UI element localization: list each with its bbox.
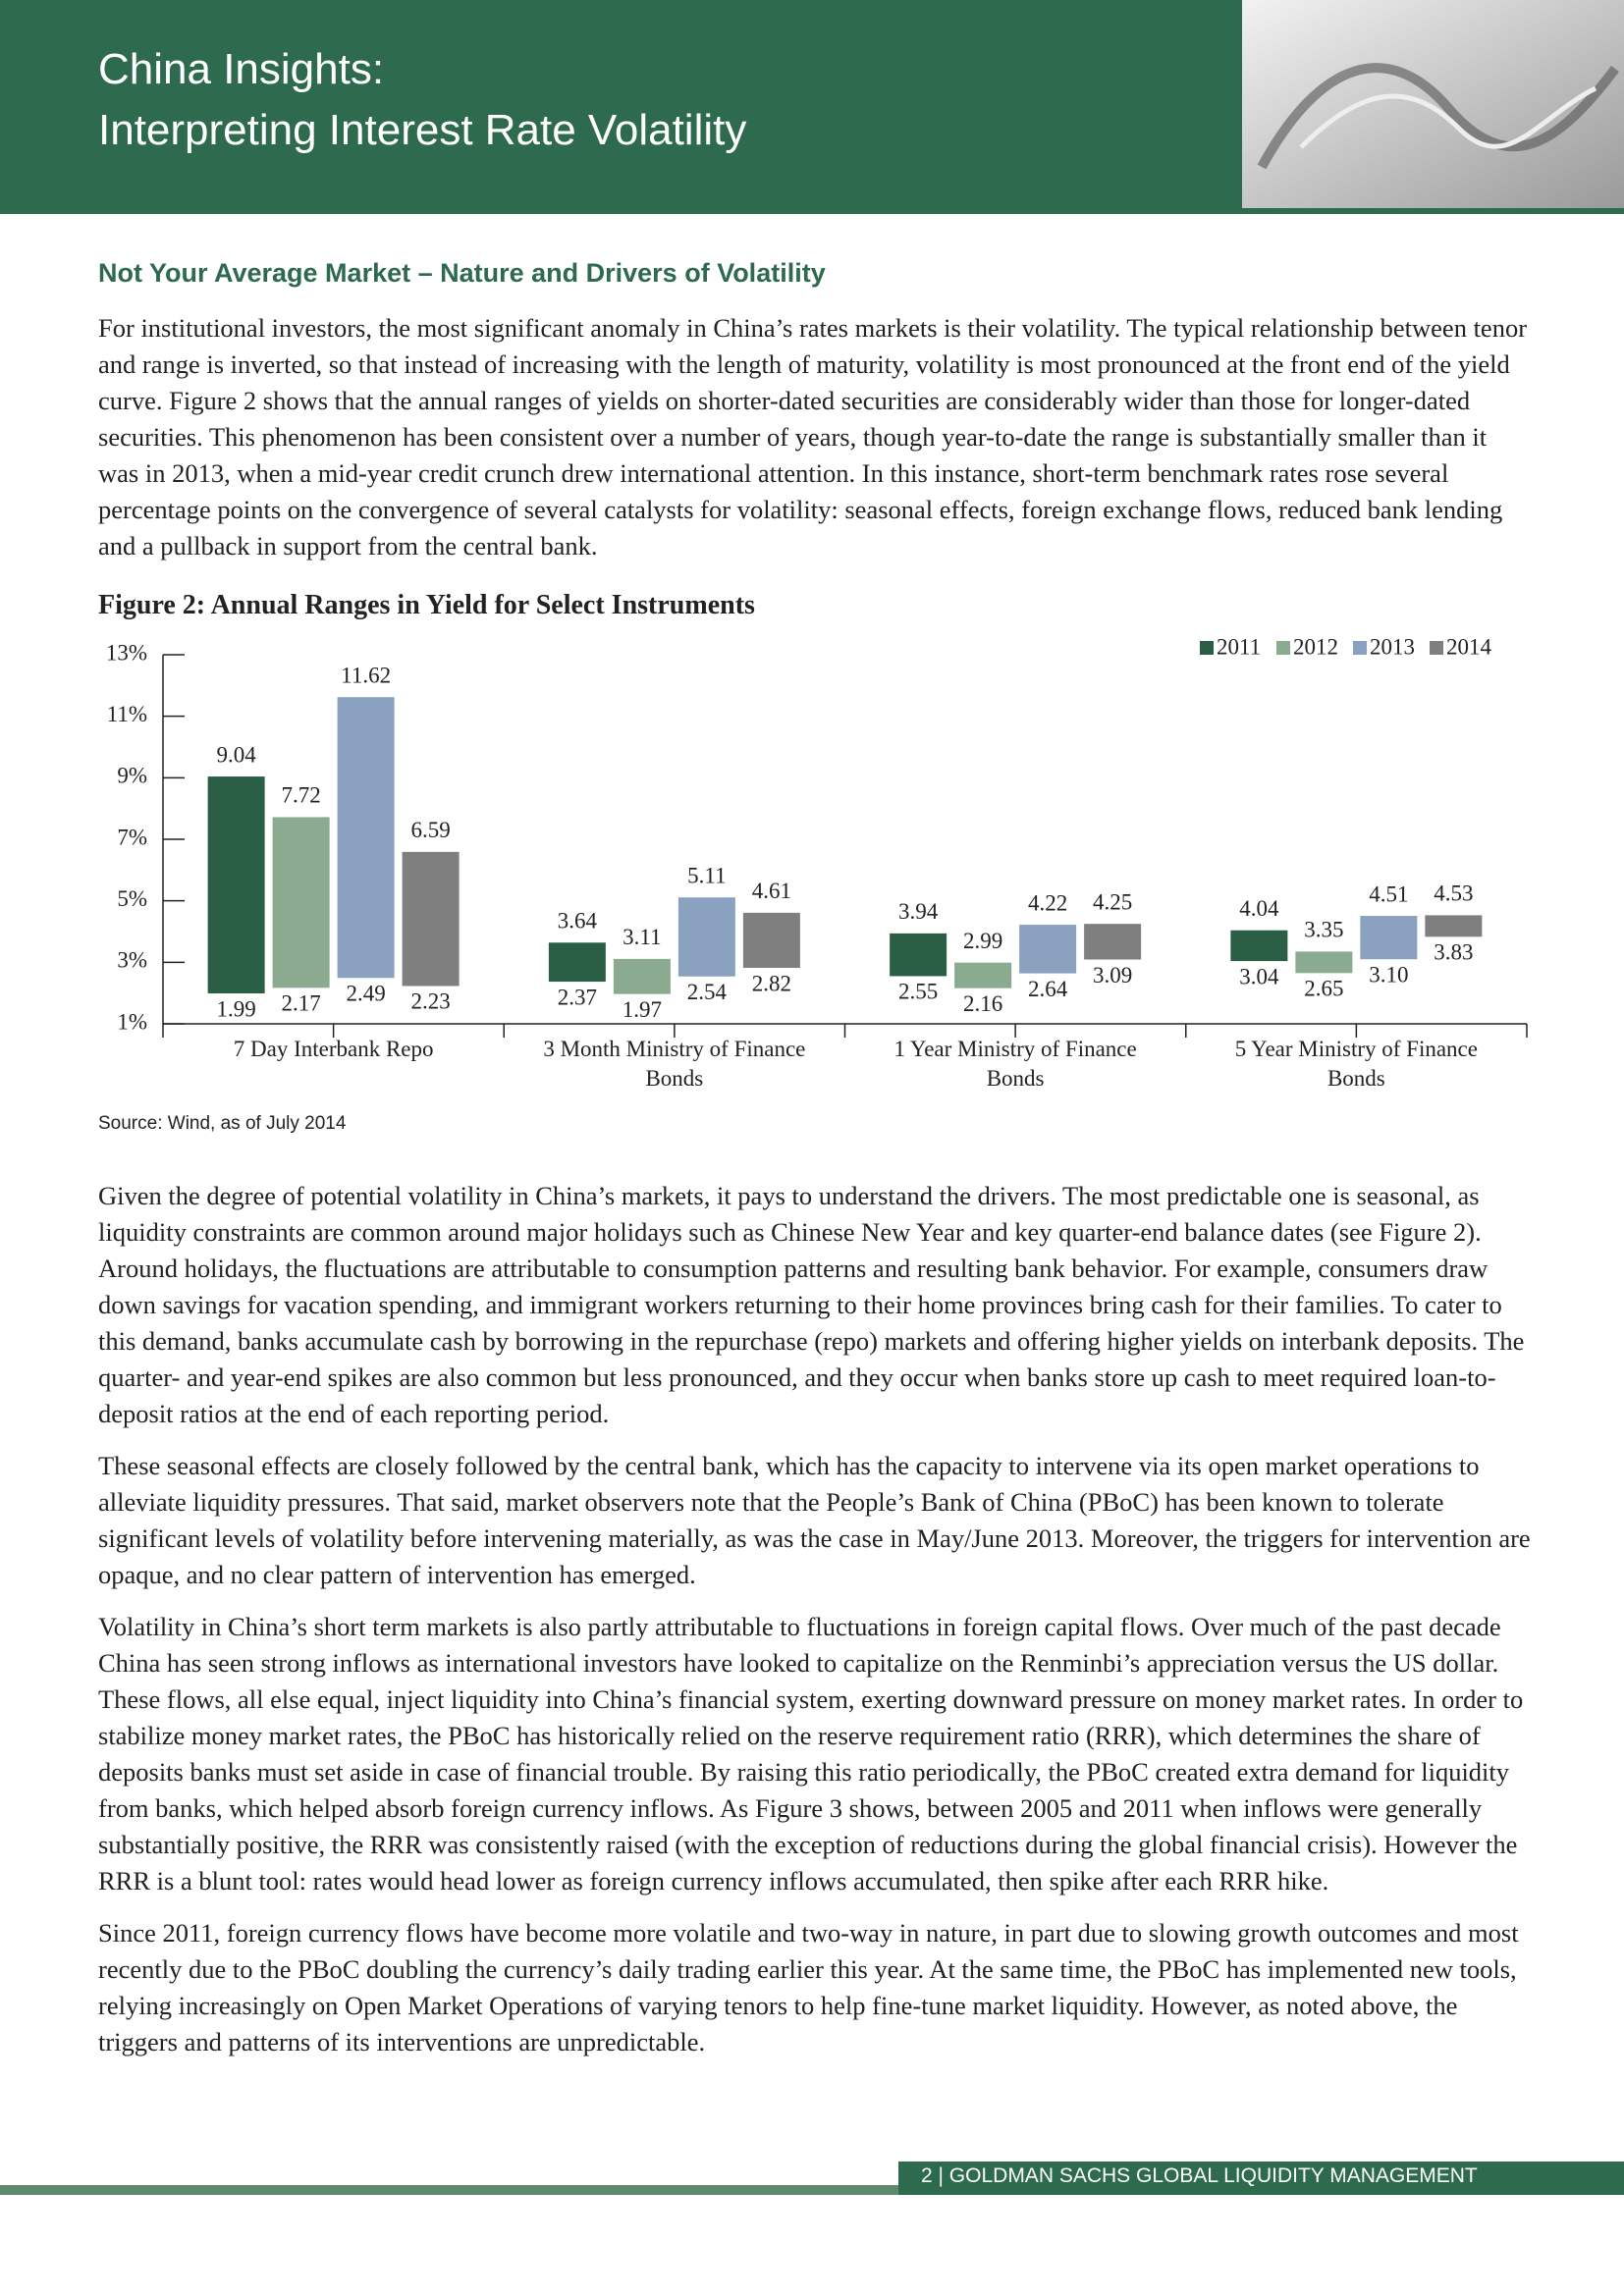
paragraph: Volatility in China’s short term markets… bbox=[98, 1612, 1524, 1896]
high-label: 4.51 bbox=[1369, 881, 1408, 906]
body-block: Given the degree of potential volatility… bbox=[98, 1178, 1532, 2076]
paragraph: Given the degree of potential volatility… bbox=[98, 1181, 1525, 1428]
y-tick-label: 3% bbox=[117, 948, 147, 973]
x-category-label: 7 Day Interbank Repo bbox=[233, 1037, 434, 1061]
high-label: 4.53 bbox=[1434, 881, 1473, 906]
low-label: 1.97 bbox=[623, 997, 662, 1022]
legend-label: 2013 bbox=[1370, 634, 1415, 659]
x-category-label: 5 Year Ministry of Finance Bonds bbox=[1234, 1037, 1478, 1091]
high-label: 4.22 bbox=[1028, 890, 1067, 915]
source: Source: Wind, as of July 2014 bbox=[98, 1113, 347, 1134]
figure-title: Figure 2: Annual Ranges in Yield for Sel… bbox=[98, 590, 755, 620]
range-bar bbox=[337, 697, 395, 979]
range-bar bbox=[1019, 925, 1077, 974]
low-label: 2.23 bbox=[411, 989, 451, 1014]
low-label: 3.83 bbox=[1434, 940, 1473, 965]
range-bar bbox=[1084, 924, 1142, 960]
header-subtitle: Interpreting Interest Rate Volatility bbox=[98, 106, 747, 154]
high-label: 6.59 bbox=[411, 818, 451, 842]
high-label: 3.35 bbox=[1304, 918, 1343, 942]
low-label: 3.10 bbox=[1369, 962, 1408, 987]
y-tick-label: 9% bbox=[117, 764, 147, 788]
legend-swatch bbox=[1276, 641, 1290, 655]
low-label: 2.55 bbox=[898, 980, 938, 1004]
chart: 1% 3% 5% 7% 9% 11% 13% 9.04 1.99 7.72 2.17 11.62 2.4… bbox=[106, 634, 1528, 1038]
y-tick-label: 5% bbox=[117, 886, 147, 911]
footer-band bbox=[898, 2162, 1624, 2195]
low-label: 3.09 bbox=[1093, 963, 1132, 988]
low-label: 2.54 bbox=[687, 980, 728, 1004]
range-bar bbox=[402, 851, 460, 987]
legend-label: 2011 bbox=[1217, 634, 1261, 659]
y-tick-label: 7% bbox=[117, 825, 147, 849]
high-label: 2.99 bbox=[963, 929, 1002, 953]
legend-label: 2012 bbox=[1293, 634, 1338, 659]
legend-swatch bbox=[1200, 641, 1214, 655]
range-bar bbox=[207, 776, 265, 993]
y-tick-label: 13% bbox=[106, 640, 147, 665]
y-tick-label: 1% bbox=[117, 1009, 147, 1034]
high-label: 4.61 bbox=[752, 879, 791, 903]
legend-swatch bbox=[1430, 641, 1443, 655]
high-label: 4.25 bbox=[1093, 889, 1132, 914]
range-bar bbox=[1425, 915, 1483, 937]
range-bar bbox=[1360, 916, 1418, 960]
range-bar bbox=[1295, 951, 1353, 974]
low-label: 1.99 bbox=[217, 996, 256, 1021]
footer-text: 2 | GOLDMAN SACHS GLOBAL LIQUIDITY MANAG… bbox=[921, 2164, 1478, 2187]
low-label: 2.49 bbox=[347, 982, 386, 1006]
header-title: China Insights: bbox=[98, 45, 385, 93]
range-bar bbox=[613, 958, 671, 994]
range-bar bbox=[742, 912, 800, 968]
range-bar bbox=[1230, 930, 1288, 962]
y-tick-label: 11% bbox=[107, 702, 147, 726]
low-label: 2.64 bbox=[1028, 977, 1068, 1001]
high-label: 9.04 bbox=[217, 742, 257, 767]
high-label: 5.11 bbox=[687, 864, 726, 888]
x-category-label: 1 Year Ministry of Finance Bonds bbox=[893, 1037, 1137, 1091]
header-image bbox=[1242, 0, 1624, 208]
legend-label: 2014 bbox=[1446, 634, 1492, 659]
low-label: 2.37 bbox=[558, 985, 597, 1009]
low-label: 2.16 bbox=[963, 991, 1002, 1016]
low-label: 3.04 bbox=[1239, 964, 1279, 988]
range-bar bbox=[548, 942, 606, 983]
high-label: 4.04 bbox=[1239, 896, 1279, 921]
high-label: 3.11 bbox=[623, 925, 661, 949]
range-bar bbox=[890, 933, 947, 977]
low-label: 2.65 bbox=[1304, 977, 1343, 1001]
range-bar bbox=[954, 962, 1012, 988]
section-title: Not Your Average Market – Nature and Dri… bbox=[98, 258, 826, 288]
legend-swatch bbox=[1353, 641, 1367, 655]
footer-line bbox=[0, 2185, 1624, 2195]
range-bar bbox=[677, 897, 735, 977]
paragraph: For institutional investors, the most si… bbox=[98, 313, 1528, 561]
low-label: 2.82 bbox=[752, 971, 791, 995]
high-label: 3.64 bbox=[558, 909, 598, 934]
range-bar bbox=[272, 817, 330, 988]
low-label: 2.17 bbox=[282, 991, 321, 1016]
paragraph: These seasonal effects are closely follo… bbox=[98, 1451, 1531, 1589]
high-label: 7.72 bbox=[282, 783, 321, 808]
intro-block: For institutional investors, the most si… bbox=[98, 310, 1532, 580]
paragraph: Since 2011, foreign currency flows have … bbox=[98, 1918, 1519, 2056]
x-category-label: 3 Month Ministry of Finance Bonds bbox=[543, 1037, 806, 1091]
high-label: 11.62 bbox=[341, 664, 391, 688]
high-label: 3.94 bbox=[898, 899, 939, 924]
